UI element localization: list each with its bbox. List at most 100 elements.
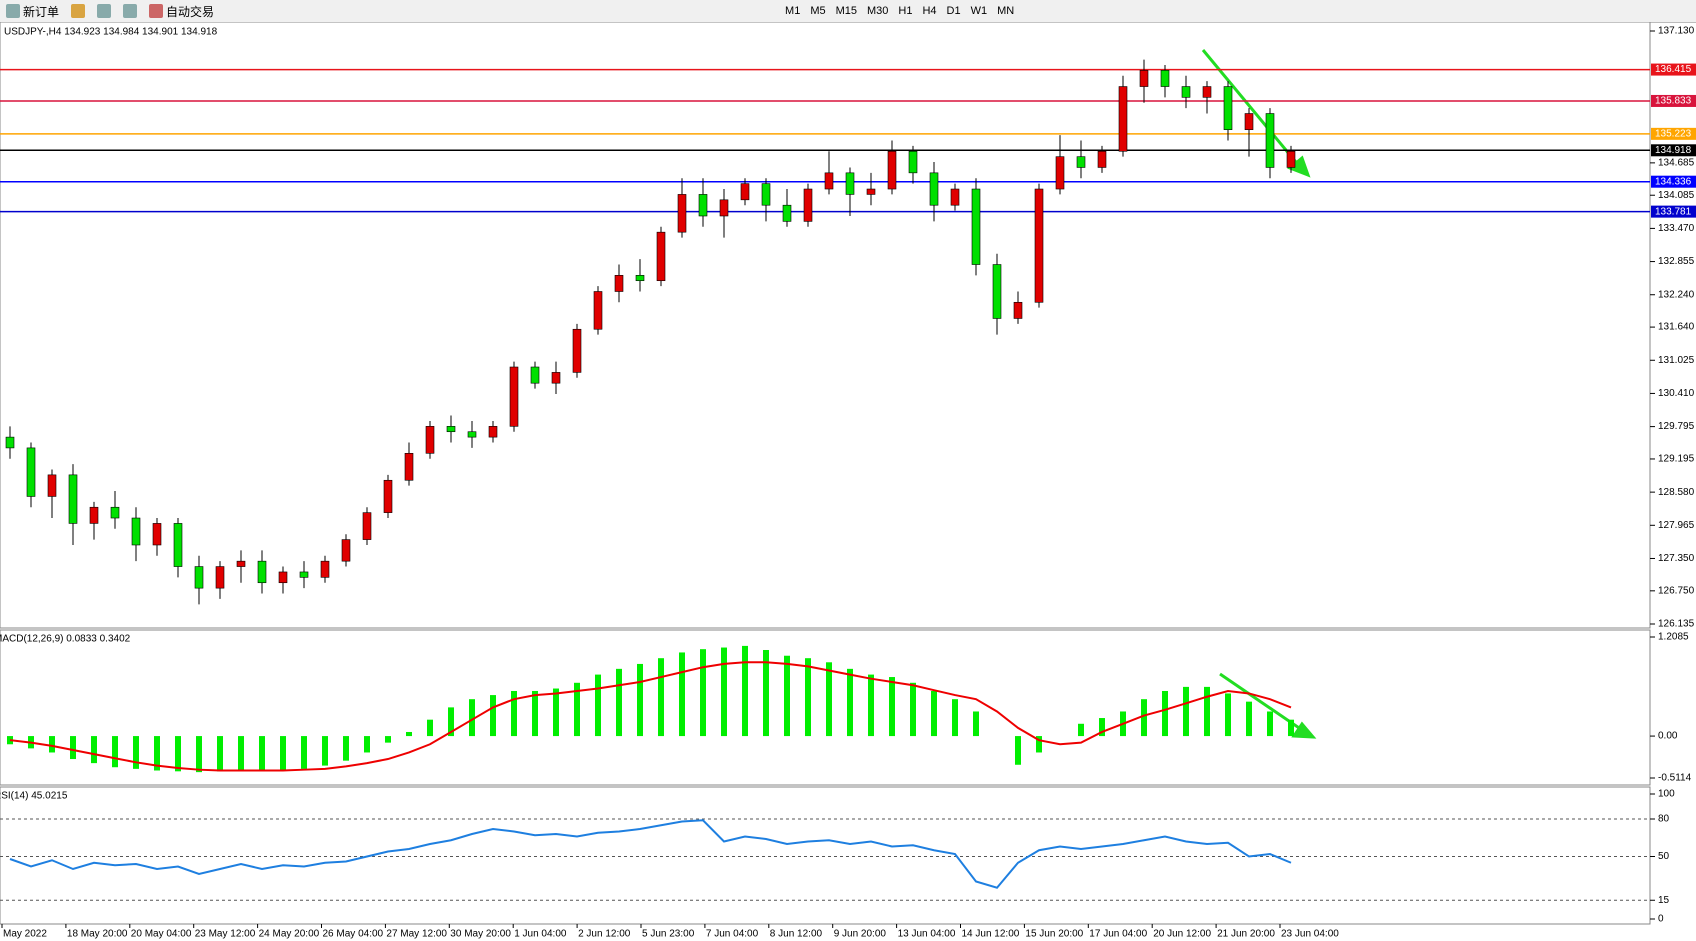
x-tick-label: 20 May 04:00 <box>131 929 192 940</box>
candle-body <box>1013 301 1023 319</box>
x-tick-label: 20 Jun 12:00 <box>1153 929 1211 940</box>
x-tick-label: 30 May 20:00 <box>450 929 511 940</box>
y-tick-label: 132.240 <box>1658 289 1695 300</box>
y-tick-label: 80 <box>1658 814 1670 825</box>
macd-bar <box>742 645 748 737</box>
y-tick-label: 100 <box>1658 789 1675 800</box>
candle-body <box>278 571 288 584</box>
timeframe-button[interactable]: H1 <box>898 5 913 17</box>
y-tick-label: 130.410 <box>1658 388 1695 399</box>
candle-body <box>131 517 141 546</box>
timeframe-button[interactable]: M30 <box>867 5 889 17</box>
icon[interactable] <box>123 4 138 18</box>
x-tick-label: 7 Jun 04:00 <box>706 929 759 940</box>
level-tag <box>1651 63 1696 76</box>
macd-bar <box>406 731 412 737</box>
candle-body <box>1034 188 1044 303</box>
macd-bar <box>1183 686 1189 737</box>
y-tick-label: 129.195 <box>1658 454 1695 465</box>
macd-bar <box>448 707 454 737</box>
y-tick-label: 15 <box>1658 895 1670 906</box>
x-tick-label: 8 Jun 12:00 <box>770 929 823 940</box>
level-label: 133.781 <box>1655 206 1692 217</box>
macd-bar <box>700 649 706 737</box>
new-order-button[interactable]: 新订单 <box>6 3 59 20</box>
level-tag <box>1651 175 1696 188</box>
symbol-info: USDJPY-,H4 134.923 134.984 134.901 134.9… <box>4 27 218 38</box>
candle-body <box>488 426 498 438</box>
candle-body <box>530 366 540 384</box>
x-tick-label: 14 Jun 12:00 <box>962 929 1020 940</box>
macd-bar <box>490 695 496 737</box>
macd-bar <box>49 736 55 753</box>
macd-bar <box>217 736 223 772</box>
macd-bar <box>1141 699 1147 737</box>
level-label: 135.223 <box>1655 128 1692 139</box>
macd-bar <box>763 649 769 737</box>
candle-body <box>740 183 750 201</box>
y-tick-label: 131.025 <box>1658 355 1695 366</box>
x-tick-label: 17 Jun 04:00 <box>1089 929 1147 940</box>
x-tick-label: 1 Jun 04:00 <box>514 929 567 940</box>
macd-bar <box>721 647 727 737</box>
macd-bar <box>238 736 244 771</box>
macd-info: MACD(12,26,9) 0.0833 0.3402 <box>0 634 131 645</box>
candle-body <box>1286 150 1296 168</box>
macd-bar <box>70 736 76 760</box>
x-tick-label: 26 May 04:00 <box>323 929 384 940</box>
macd-bar <box>1036 736 1042 753</box>
macd-bar <box>1246 701 1252 737</box>
candle-body <box>1097 150 1107 168</box>
timeframe-button[interactable]: M5 <box>810 5 826 17</box>
candle-body <box>824 172 834 190</box>
candle-body <box>89 506 99 524</box>
y-tick-label: 50 <box>1658 851 1670 862</box>
chart-area: USDJPY-,H4 134.923 134.984 134.901 134.9… <box>0 22 1696 940</box>
macd-bar <box>1225 693 1231 737</box>
timeframe-button[interactable]: M15 <box>835 5 857 17</box>
macd-panel <box>0 629 1651 786</box>
macd-bar <box>532 690 538 737</box>
candle-body <box>866 188 876 195</box>
macd-bar <box>847 668 853 737</box>
candle-body <box>152 523 162 546</box>
x-tick-label: 24 May 20:00 <box>259 929 320 940</box>
level-tag <box>1651 94 1696 107</box>
timeframe-button[interactable]: M1 <box>785 5 801 17</box>
timeframe-button[interactable]: W1 <box>970 5 988 17</box>
candle-body <box>845 172 855 195</box>
candle-body <box>341 539 351 562</box>
new-order-label: 新订单 <box>23 4 60 19</box>
level-label: 134.336 <box>1655 176 1692 187</box>
level-label: 135.833 <box>1655 96 1692 107</box>
rsi-panel <box>0 786 1651 925</box>
auto-trading-button[interactable]: 自动交易 <box>149 3 214 20</box>
candle-body <box>971 188 981 265</box>
timeframe-button[interactable]: H4 <box>922 5 937 17</box>
icon[interactable] <box>97 4 112 18</box>
x-tick-label: 23 May 12:00 <box>195 929 256 940</box>
macd-bar <box>280 736 286 770</box>
toolbar: 新订单 自动交易 M1 M5 M15 M30 H1 H4 D1 W1 MN <box>0 0 1696 23</box>
candle-body <box>929 172 939 206</box>
timeframe-button[interactable]: D1 <box>946 5 961 17</box>
timeframe-button[interactable]: MN <box>997 5 1015 17</box>
level-tag <box>1651 205 1696 218</box>
macd-bar <box>595 674 601 737</box>
candle-body <box>950 188 960 206</box>
macd-bar <box>322 736 328 766</box>
candle-body <box>698 194 708 217</box>
candle-body <box>68 474 78 524</box>
macd-bar <box>679 652 685 737</box>
candle-body <box>782 204 792 222</box>
icon[interactable] <box>71 4 86 18</box>
y-tick-label: 134.085 <box>1658 190 1695 201</box>
y-tick-label: 128.580 <box>1658 487 1695 498</box>
candle-body <box>1139 70 1149 87</box>
macd-bar <box>1099 718 1105 737</box>
candle-body <box>1181 86 1191 98</box>
candle-body <box>761 183 771 206</box>
candle-body <box>320 560 330 578</box>
candle-body <box>215 566 225 589</box>
macd-bar <box>112 736 118 768</box>
